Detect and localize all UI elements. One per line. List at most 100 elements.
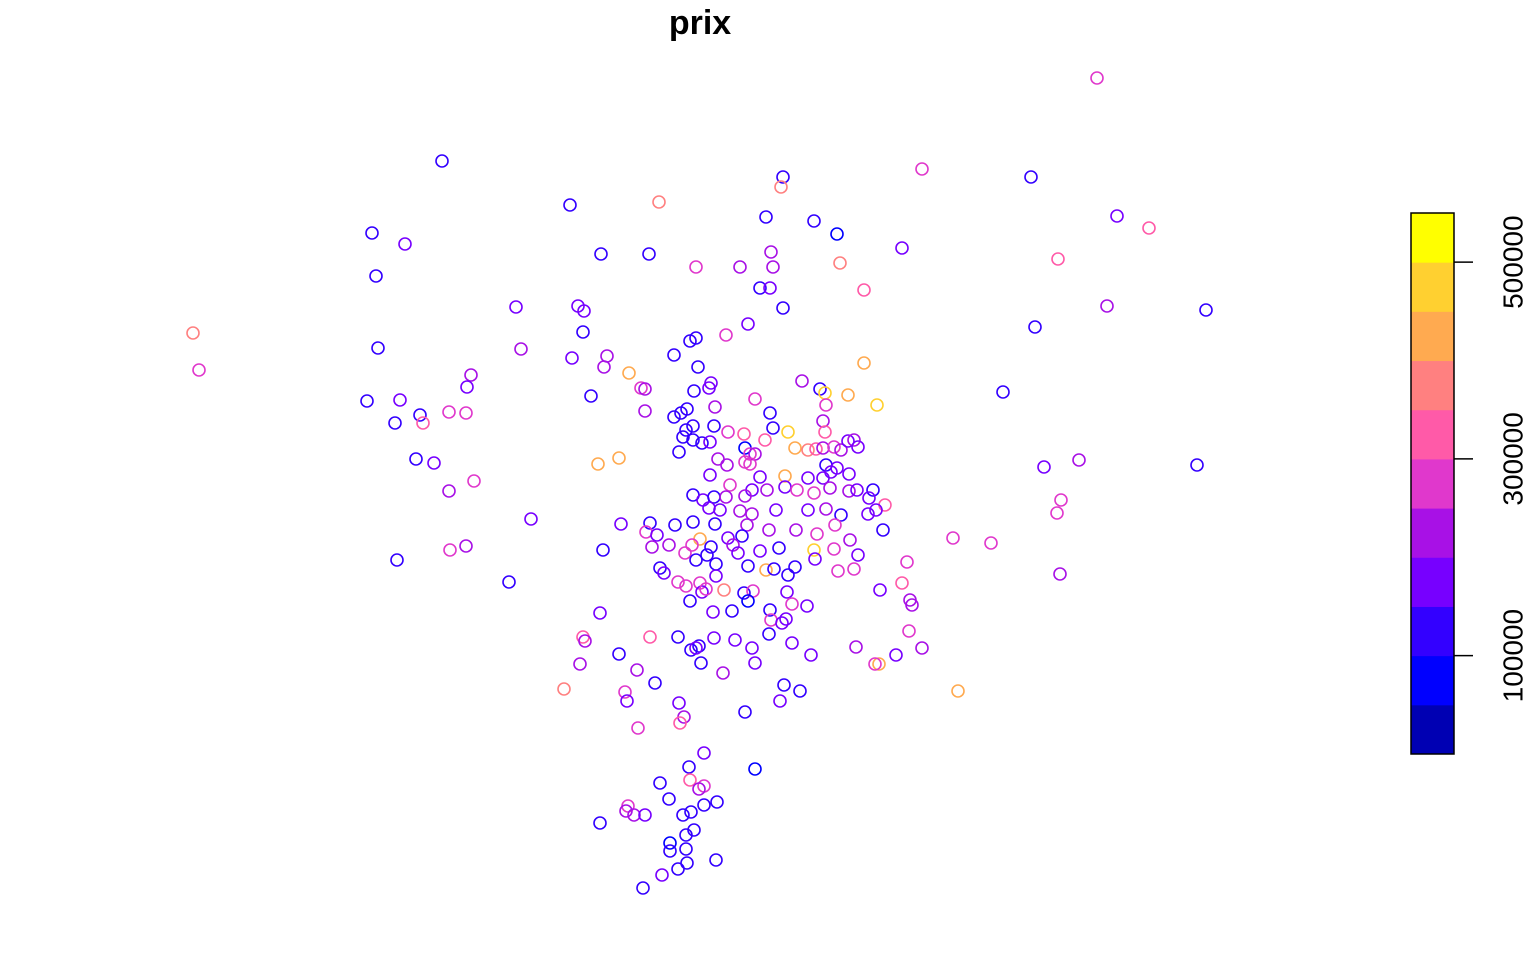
point — [713, 503, 727, 517]
point — [769, 503, 783, 517]
point — [679, 842, 693, 856]
point — [638, 808, 652, 822]
point — [725, 604, 739, 618]
point — [678, 546, 692, 560]
point — [1142, 221, 1156, 235]
point — [831, 564, 845, 578]
point — [1090, 71, 1104, 85]
point — [801, 503, 815, 517]
point — [775, 616, 789, 630]
point — [819, 398, 833, 412]
point — [686, 419, 700, 433]
point — [728, 633, 742, 647]
point — [702, 501, 716, 515]
point — [689, 553, 703, 567]
colorbar-bin — [1411, 409, 1454, 460]
point — [810, 527, 824, 541]
point — [709, 853, 723, 867]
point — [667, 348, 681, 362]
point — [671, 630, 685, 644]
point — [807, 486, 821, 500]
point — [709, 557, 723, 571]
point — [795, 374, 809, 388]
point — [857, 283, 871, 297]
point — [731, 546, 745, 560]
point — [627, 808, 641, 822]
point — [514, 342, 528, 356]
point — [801, 471, 815, 485]
point — [618, 685, 632, 699]
point — [808, 552, 822, 566]
point — [687, 384, 701, 398]
point — [789, 523, 803, 537]
point — [776, 301, 790, 315]
point — [697, 798, 711, 812]
point — [643, 516, 657, 530]
point — [766, 260, 780, 274]
point — [889, 648, 903, 662]
point — [741, 559, 755, 573]
point — [673, 716, 687, 730]
point — [692, 782, 706, 796]
point — [776, 170, 790, 184]
point — [758, 433, 772, 447]
point — [816, 441, 830, 455]
point — [689, 260, 703, 274]
point — [657, 566, 671, 580]
point — [697, 746, 711, 760]
point — [772, 541, 786, 555]
point — [833, 256, 847, 270]
point — [790, 483, 804, 497]
point — [684, 805, 698, 819]
colorbar-tick-label: 300000 — [1497, 412, 1528, 505]
point — [1190, 458, 1204, 472]
point — [671, 575, 685, 589]
point — [762, 523, 776, 537]
point — [186, 326, 200, 340]
point — [594, 247, 608, 261]
point — [1024, 170, 1038, 184]
point — [655, 868, 669, 882]
point — [733, 504, 747, 518]
point — [773, 694, 787, 708]
point — [679, 828, 693, 842]
point — [192, 363, 206, 377]
colorbar-frame — [1410, 212, 1455, 755]
point — [680, 856, 694, 870]
point — [662, 792, 676, 806]
point — [597, 360, 611, 374]
point — [915, 162, 929, 176]
point — [1050, 506, 1064, 520]
point — [748, 392, 762, 406]
point — [737, 427, 751, 441]
point — [905, 598, 919, 612]
point — [614, 517, 628, 531]
point — [435, 154, 449, 168]
colorbar-bin — [1411, 262, 1454, 312]
point — [685, 538, 699, 552]
point — [850, 483, 864, 497]
colorbar-bin — [1411, 606, 1454, 657]
point — [459, 539, 473, 553]
point — [873, 583, 887, 597]
point — [716, 666, 730, 680]
point — [699, 582, 713, 596]
point — [427, 456, 441, 470]
point — [593, 816, 607, 830]
point — [738, 705, 752, 719]
point — [1100, 299, 1114, 313]
point — [630, 663, 644, 677]
point — [691, 360, 705, 374]
point — [1053, 567, 1067, 581]
point — [717, 583, 731, 597]
point — [642, 247, 656, 261]
point — [996, 385, 1010, 399]
point — [638, 404, 652, 418]
point — [416, 416, 430, 430]
colorbar-bin — [1411, 458, 1454, 509]
point — [760, 483, 774, 497]
point — [1037, 460, 1051, 474]
point — [869, 503, 883, 517]
